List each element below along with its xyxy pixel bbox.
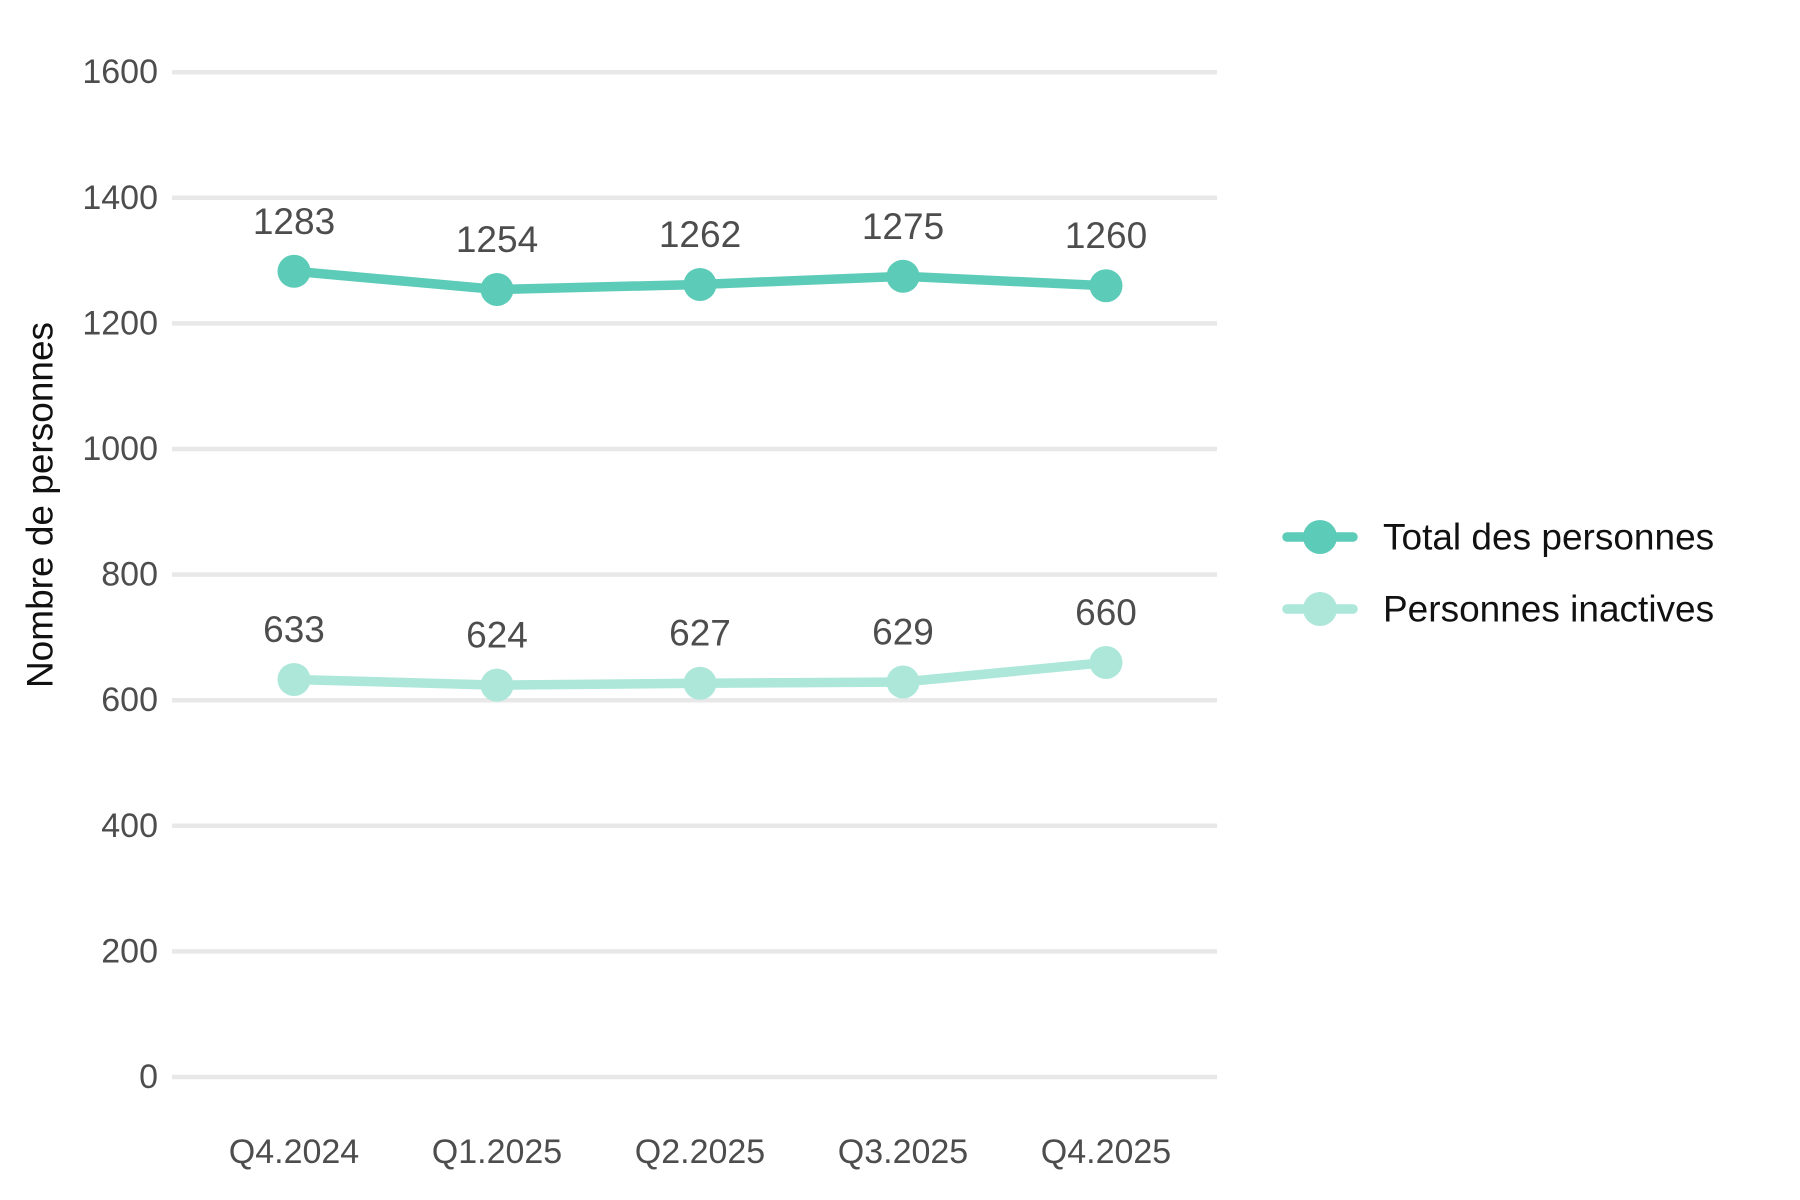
legend-label: Total des personnes bbox=[1383, 517, 1714, 558]
y-tick-label: 400 bbox=[101, 807, 158, 845]
data-point-label: 1262 bbox=[659, 214, 741, 255]
legend: Total des personnes Personnes inactives bbox=[1282, 517, 1714, 630]
legend-label: Personnes inactives bbox=[1383, 589, 1714, 630]
data-point-label: 633 bbox=[263, 609, 325, 650]
data-point-label: 1283 bbox=[253, 201, 335, 242]
data-point bbox=[480, 272, 514, 306]
x-tick-label: Q2.2025 bbox=[635, 1133, 765, 1171]
y-tick-label: 0 bbox=[139, 1058, 158, 1096]
x-tick-label: Q3.2025 bbox=[838, 1133, 968, 1171]
data-point-label: 1254 bbox=[456, 219, 538, 260]
data-point bbox=[886, 259, 920, 293]
data-point bbox=[277, 254, 311, 288]
legend-item-total-des-personnes: Total des personnes bbox=[1282, 517, 1714, 558]
gridlines-group bbox=[172, 69, 1217, 1080]
y-tick-label: 1600 bbox=[82, 53, 158, 91]
y-tick-label: 1200 bbox=[82, 304, 158, 342]
y-tick-label: 1000 bbox=[82, 430, 158, 468]
data-point bbox=[683, 267, 717, 301]
data-point bbox=[683, 666, 717, 700]
data-point bbox=[1089, 269, 1123, 303]
x-tick-label: Q1.2025 bbox=[432, 1133, 562, 1171]
legend-dot-icon bbox=[1303, 520, 1337, 554]
data-point-markers-group bbox=[277, 254, 1123, 702]
x-tick-label: Q4.2024 bbox=[229, 1133, 359, 1171]
y-tick-label: 600 bbox=[101, 681, 158, 719]
data-point bbox=[1089, 646, 1123, 680]
data-point-label: 1260 bbox=[1065, 215, 1147, 256]
data-point-label: 629 bbox=[872, 611, 934, 652]
y-axis-tick-labels: 0 200 400 600 800 1000 1200 1400 1600 bbox=[82, 53, 158, 1096]
legend-dot-icon bbox=[1303, 592, 1337, 626]
y-tick-label: 200 bbox=[101, 932, 158, 970]
data-point-label: 660 bbox=[1075, 592, 1137, 633]
data-point bbox=[886, 665, 920, 699]
x-tick-label: Q4.2025 bbox=[1041, 1133, 1171, 1171]
data-point-label: 624 bbox=[466, 615, 528, 656]
y-axis-title: Nombre de personnes bbox=[20, 322, 61, 688]
data-point-label: 627 bbox=[669, 613, 731, 654]
y-tick-label: 800 bbox=[101, 556, 158, 594]
data-point bbox=[480, 668, 514, 702]
data-point-labels-group: 1283 1254 1262 1275 1260 633 624 627 629 660 bbox=[253, 201, 1147, 656]
legend-item-personnes-inactives: Personnes inactives bbox=[1282, 589, 1714, 630]
data-point-label: 1275 bbox=[862, 206, 944, 247]
x-axis-tick-labels: Q4.2024 Q1.2025 Q2.2025 Q3.2025 Q4.2025 bbox=[229, 1133, 1171, 1171]
data-point bbox=[277, 662, 311, 696]
y-tick-label: 1400 bbox=[82, 179, 158, 217]
